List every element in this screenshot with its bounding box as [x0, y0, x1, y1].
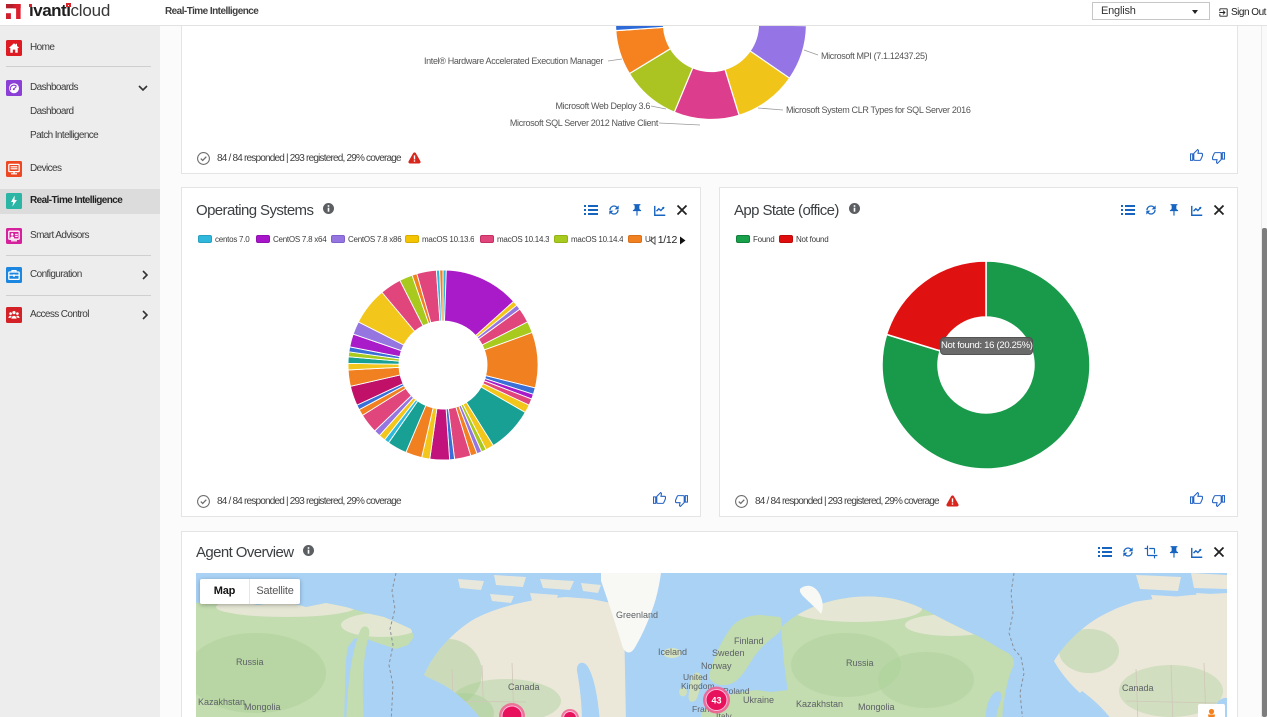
- svg-text:Norway: Norway: [701, 661, 732, 671]
- svg-text:Sweden: Sweden: [712, 648, 745, 658]
- svg-text:United: United: [683, 672, 708, 682]
- svg-text:Russia: Russia: [846, 658, 874, 668]
- svg-text:Poland: Poland: [723, 686, 750, 696]
- svg-text:Kazakhstan: Kazakhstan: [796, 699, 843, 709]
- svg-text:Italy: Italy: [716, 711, 732, 717]
- svg-text:Russia: Russia: [236, 657, 264, 667]
- svg-text:Mongolia: Mongolia: [858, 702, 895, 712]
- svg-text:Ukraine: Ukraine: [743, 695, 774, 705]
- svg-text:43: 43: [711, 696, 721, 706]
- svg-text:Kazakhstan: Kazakhstan: [198, 697, 245, 707]
- svg-text:Mongolia: Mongolia: [244, 702, 281, 712]
- svg-text:Finland: Finland: [734, 636, 764, 646]
- svg-text:Greenland: Greenland: [616, 610, 658, 620]
- svg-text:France: France: [692, 704, 719, 714]
- svg-text:Canada: Canada: [508, 682, 540, 692]
- svg-text:Canada: Canada: [1122, 683, 1154, 693]
- svg-text:Kingdom: Kingdom: [681, 681, 715, 691]
- svg-text:Iceland: Iceland: [658, 647, 687, 657]
